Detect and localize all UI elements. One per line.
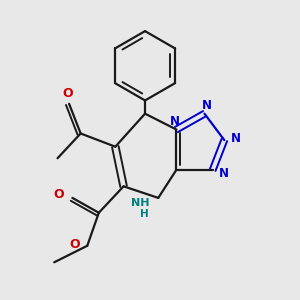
Text: O: O <box>54 188 64 201</box>
Text: N: N <box>202 99 212 112</box>
Text: O: O <box>62 87 73 101</box>
Text: O: O <box>69 238 80 250</box>
Text: N: N <box>170 115 180 128</box>
Text: N: N <box>219 167 229 180</box>
Text: NH: NH <box>130 198 149 208</box>
Text: H: H <box>140 209 149 219</box>
Text: N: N <box>231 132 241 145</box>
